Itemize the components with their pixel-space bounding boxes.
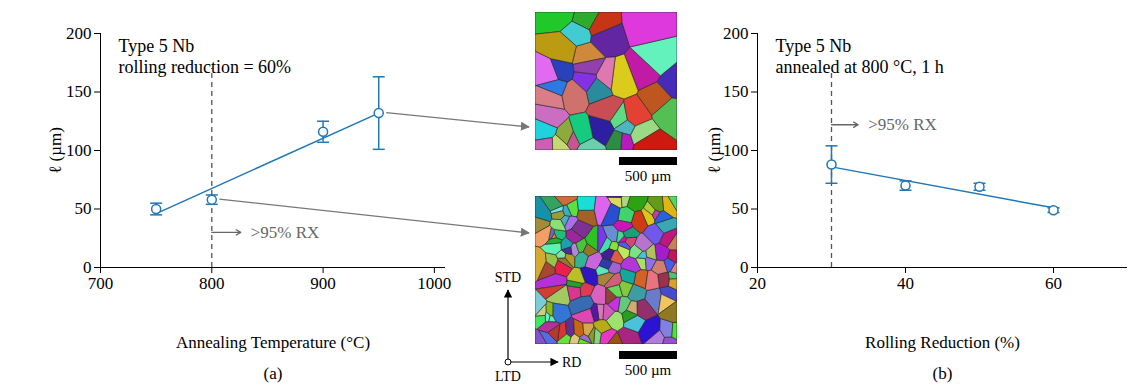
svg-text:0: 0 (740, 258, 749, 277)
svg-text:900: 900 (310, 274, 336, 293)
svg-text:50: 50 (75, 199, 92, 218)
svg-text:ℓ (µm): ℓ (µm) (705, 127, 724, 174)
svg-text:RD: RD (562, 355, 581, 370)
svg-text:(a): (a) (264, 364, 283, 383)
svg-text:40: 40 (897, 274, 914, 293)
svg-text:20: 20 (749, 274, 766, 293)
svg-text:500 µm: 500 µm (625, 362, 672, 378)
svg-text:500 µm: 500 µm (625, 168, 672, 184)
svg-text:(b): (b) (933, 364, 953, 383)
svg-text:>95% RX: >95% RX (868, 115, 937, 134)
svg-text:ℓ (µm): ℓ (µm) (46, 127, 65, 174)
svg-text:60: 60 (1045, 274, 1062, 293)
svg-text:Type 5 Nbrolling reduction = 6: Type 5 Nbrolling reduction = 60% (119, 36, 292, 77)
svg-text:>95% RX: >95% RX (251, 223, 320, 242)
svg-text:150: 150 (66, 82, 92, 101)
svg-text:200: 200 (66, 24, 92, 43)
svg-text:STD: STD (495, 270, 521, 285)
svg-text:700: 700 (88, 274, 114, 293)
svg-text:50: 50 (732, 199, 749, 218)
svg-text:LTD: LTD (495, 369, 521, 384)
svg-text:Rolling Reduction (%): Rolling Reduction (%) (865, 333, 1020, 352)
svg-text:100: 100 (723, 141, 749, 160)
svg-text:Type 5 Nbannealed at 800 °C, 1: Type 5 Nbannealed at 800 °C, 1 h (776, 36, 944, 77)
svg-text:200: 200 (723, 24, 749, 43)
svg-text:0: 0 (83, 257, 92, 277)
svg-text:150: 150 (723, 82, 749, 101)
svg-text:800: 800 (199, 274, 225, 293)
svg-text:Annealing Temperature (°C): Annealing Temperature (°C) (176, 333, 370, 352)
svg-text:1000: 1000 (417, 274, 451, 293)
svg-text:100: 100 (66, 141, 92, 160)
